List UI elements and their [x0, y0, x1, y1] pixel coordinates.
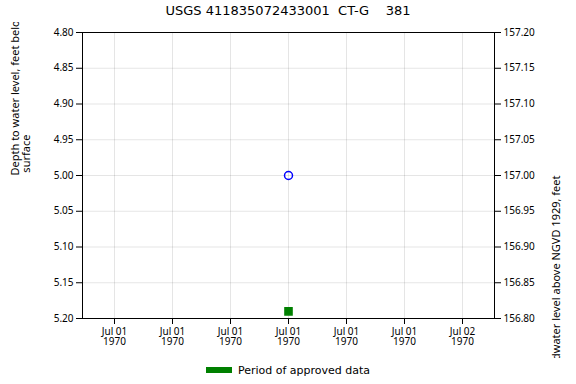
svg-text:4.85: 4.85 — [54, 60, 74, 74]
svg-text:157.05: 157.05 — [504, 132, 536, 146]
svg-text:157.15: 157.15 — [504, 60, 536, 74]
svg-text:5.05: 5.05 — [54, 203, 74, 217]
svg-text:4.90: 4.90 — [54, 96, 74, 110]
svg-text:5.15: 5.15 — [54, 275, 74, 289]
svg-text:Jul 011970: Jul 011970 — [333, 324, 360, 348]
svg-text:156.85: 156.85 — [504, 275, 536, 289]
svg-text:5.10: 5.10 — [54, 239, 74, 253]
svg-text:Jul 011970: Jul 011970 — [101, 324, 128, 348]
svg-text:4.80: 4.80 — [54, 25, 74, 39]
svg-text:156.95: 156.95 — [504, 203, 536, 217]
svg-text:4.95: 4.95 — [54, 132, 74, 146]
svg-text:5.00: 5.00 — [54, 168, 74, 182]
svg-text:Jul 011970: Jul 011970 — [217, 324, 244, 348]
svg-text:Groundwater level above NGVD 1: Groundwater level above NGVD 1929, feet — [548, 175, 563, 358]
svg-text:156.80: 156.80 — [504, 311, 536, 325]
svg-text:Depth to water level, feet bel: Depth to water level, feet below land su… — [7, 22, 33, 176]
svg-text:157.10: 157.10 — [504, 96, 536, 110]
svg-text:157.00: 157.00 — [504, 168, 536, 182]
html-text:USGS 411835072433001 CT-G 381: USGS 411835072433001 CT-G 381 — [165, 3, 411, 18]
svg-text:Jul 011970: Jul 011970 — [391, 324, 418, 348]
svg-text:Jul 011970: Jul 011970 — [159, 324, 186, 348]
svg-text:Jul 011970: Jul 011970 — [275, 324, 302, 348]
svg-text:Jul 021970: Jul 021970 — [449, 324, 476, 348]
svg-text:156.90: 156.90 — [504, 239, 536, 253]
html-text:Period of approved data: Period of approved data — [237, 363, 371, 377]
svg-text:5.20: 5.20 — [54, 311, 74, 325]
svg-text:157.20: 157.20 — [504, 25, 536, 39]
